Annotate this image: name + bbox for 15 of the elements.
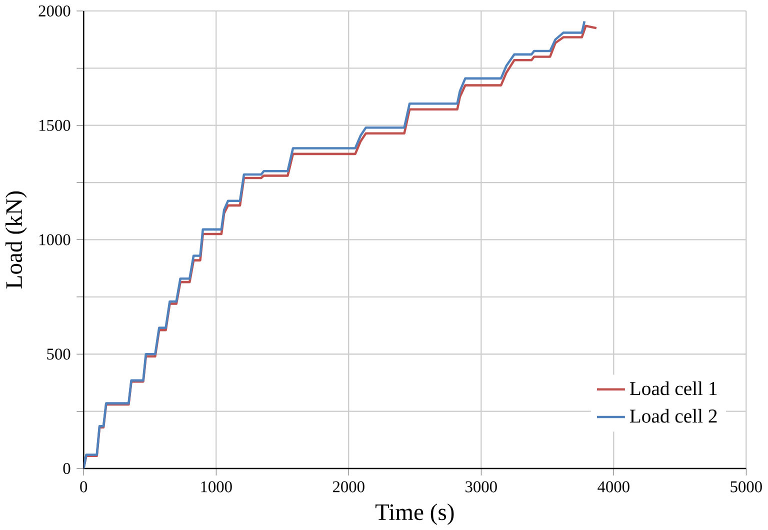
x-axis-title: Time (s) — [375, 503, 454, 525]
legend-label: Load cell 1 — [630, 381, 717, 395]
x-tick-label: 2000 — [332, 481, 364, 492]
legend-label: Load cell 2 — [630, 408, 717, 423]
x-tick-label: 5000 — [730, 481, 762, 492]
x-tick-label: 1000 — [201, 481, 232, 492]
x-tick-label: 0 — [80, 481, 88, 492]
y-axis-title: Load (kN) — [5, 191, 27, 288]
y-tick-label: 2000 — [38, 5, 70, 16]
x-tick-label: 4000 — [598, 481, 630, 492]
y-tick-label: 1000 — [40, 234, 70, 246]
y-tick-label: 0 — [63, 462, 70, 474]
y-tick-label: 1500 — [40, 120, 70, 131]
y-tick-label: 500 — [47, 348, 70, 360]
x-tick-label: 3000 — [466, 481, 497, 492]
